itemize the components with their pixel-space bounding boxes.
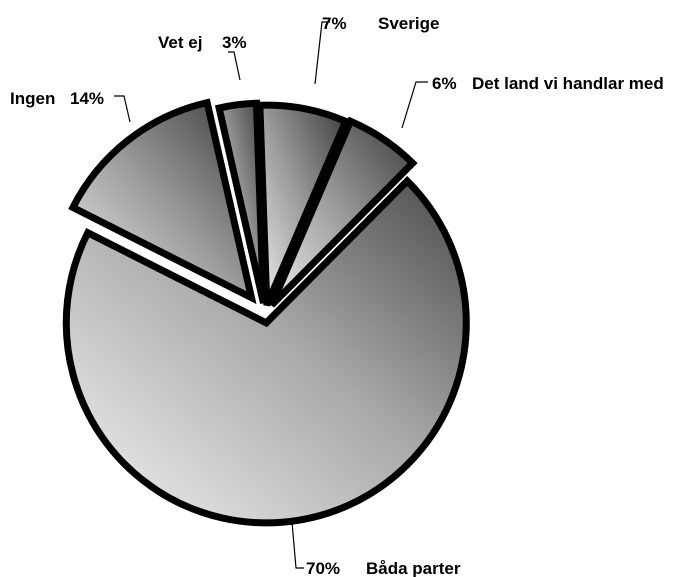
category-label-vet-ej: Vet ej <box>158 33 202 52</box>
leader-line <box>401 81 428 129</box>
data-label-vet-ej: 3% <box>222 33 247 52</box>
leader-line <box>314 21 330 85</box>
pie-slice-vet-ej <box>214 99 267 304</box>
category-label-det-land-vi-handlar-med: Det land vi handlar med <box>472 74 664 93</box>
leader-line <box>228 51 241 81</box>
data-label-båda-parter: 70% <box>306 559 340 577</box>
leader-line <box>291 521 304 569</box>
pie-slice-båda-parter <box>62 176 470 527</box>
category-label-ingen: Ingen <box>10 89 55 108</box>
pie-slices <box>62 98 470 527</box>
leader-line <box>114 95 131 123</box>
pie-slice-det-land-vi-handlar-med <box>268 116 418 308</box>
category-label-båda-parter: Båda parter <box>366 559 461 577</box>
data-label-ingen: 14% <box>70 89 104 108</box>
category-label-sverige: Sverige <box>378 14 439 33</box>
data-label-sverige: 7% <box>322 14 347 33</box>
pie-slice-ingen <box>68 98 257 305</box>
slice-labels: 7% Sverige 6% Det land vi handlar med 70% Båd… <box>10 14 664 577</box>
data-label-det-land-vi-handlar-med: 6% <box>432 74 457 93</box>
